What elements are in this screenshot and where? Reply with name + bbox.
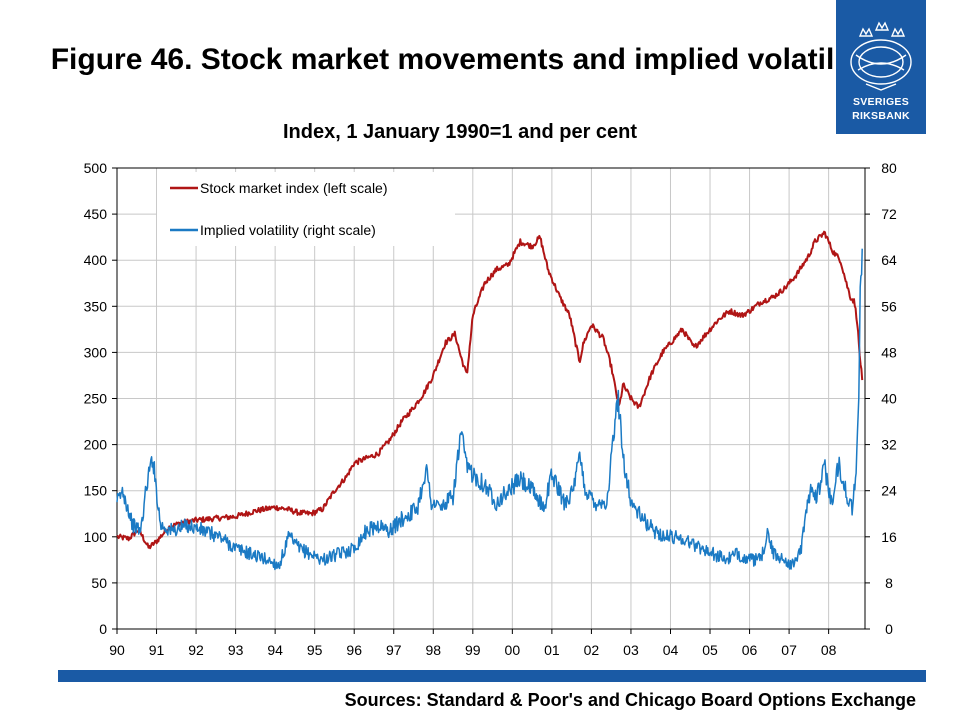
left-axis-tick-label: 150 [84,483,108,499]
right-axis-tick-label: 72 [881,206,897,222]
legend-label-2: Implied volatility (right scale) [200,222,376,238]
crest-icon [850,21,912,91]
left-axis-tick-label: 0 [99,621,107,637]
x-axis-tick-label: 07 [781,642,797,658]
x-axis-tick-label: 90 [109,642,125,658]
logo-text-line1: SVERIGES [852,96,910,108]
right-axis-tick-label: 80 [881,160,897,176]
right-axis-tick-label: 48 [881,344,897,360]
left-axis-tick-label: 350 [84,298,108,314]
x-axis-tick-label: 92 [188,642,204,658]
x-axis-tick-label: 94 [267,642,283,658]
x-axis-tick-label: 02 [584,642,600,658]
x-axis-tick-label: 98 [425,642,441,658]
x-axis-tick-label: 00 [505,642,521,658]
x-axis-tick-label: 03 [623,642,639,658]
x-axis-tick-label: 05 [702,642,718,658]
x-axis-tick-label: 01 [544,642,560,658]
riksbank-logo: SVERIGES RIKSBANK [836,0,926,134]
left-axis-tick-label: 250 [84,391,108,407]
left-axis-tick-label: 200 [84,437,108,453]
right-axis-tick-label: 56 [881,298,897,314]
series-line-1 [116,230,864,550]
right-axis-tick-label: 24 [881,483,897,499]
footer-bar [58,670,926,682]
chart-title: Figure 46. Stock market movements and im… [50,43,870,76]
x-axis-tick-label: 04 [663,642,679,658]
chart-subtitle: Index, 1 January 1990=1 and per cent [282,121,638,143]
right-axis-tick-label: 40 [881,391,897,407]
right-axis-tick-label: 16 [881,529,897,545]
left-axis-tick-label: 450 [84,206,108,222]
logo-text-line2: RIKSBANK [852,110,910,122]
right-axis-tick-label: 8 [885,575,893,591]
right-axis-tick-label: 64 [881,252,897,268]
x-axis-tick-label: 91 [149,642,165,658]
x-axis-tick-label: 06 [742,642,758,658]
legend-box [157,172,455,246]
left-axis-tick-label: 100 [84,529,108,545]
right-axis-tick-label: 0 [885,621,893,637]
left-axis-tick-label: 300 [84,344,108,360]
source-note: Sources: Standard & Poor's and Chicago B… [344,690,916,710]
x-axis-tick-label: 97 [386,642,402,658]
x-axis-tick-label: 93 [228,642,244,658]
right-axis-tick-label: 32 [881,437,897,453]
series-line-2 [116,248,863,571]
x-axis-tick-label: 08 [821,642,837,658]
left-axis-tick-label: 400 [84,252,108,268]
left-axis-tick-label: 500 [84,160,108,176]
x-axis-tick-label: 95 [307,642,323,658]
x-axis-tick-label: 99 [465,642,481,658]
legend-label-1: Stock market index (left scale) [200,180,388,196]
left-axis-tick-label: 50 [91,575,107,591]
x-axis-tick-label: 96 [346,642,362,658]
